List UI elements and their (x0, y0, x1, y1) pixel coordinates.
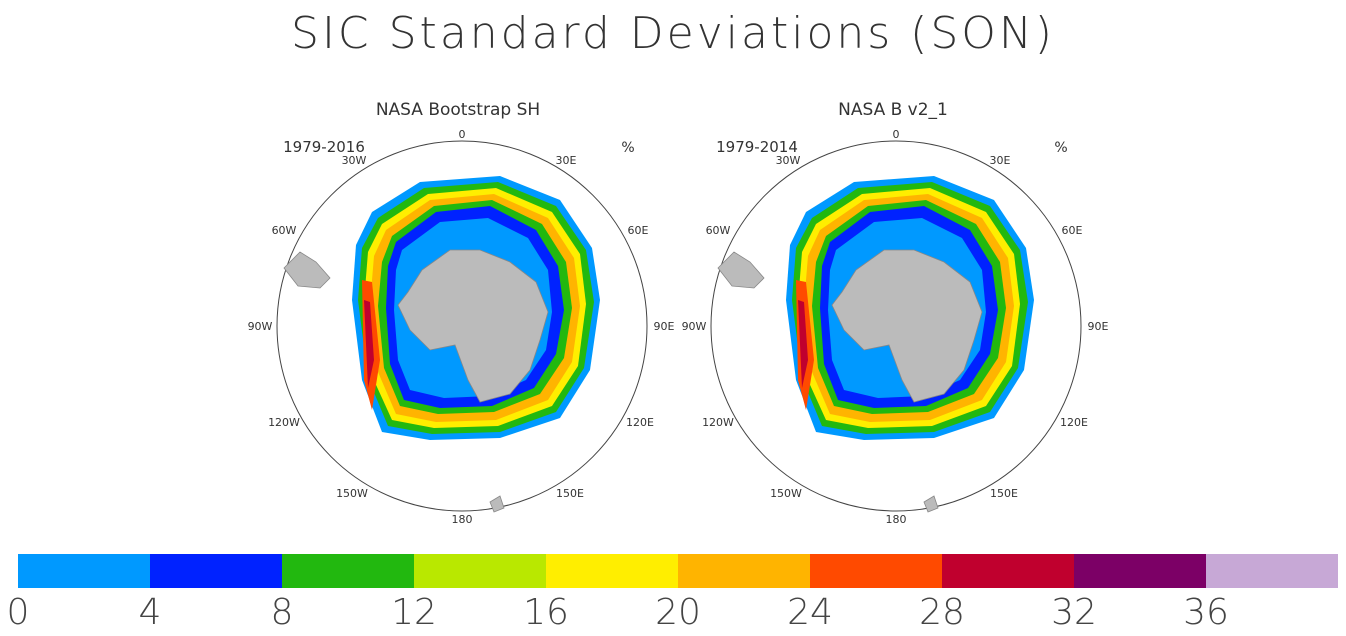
lon-label-90e-r: 90E (1088, 320, 1109, 333)
lon-label-30e-r: 30E (990, 154, 1011, 167)
colorbar-label-28: 28 (919, 592, 965, 633)
figure-title: SIC Standard Deviations (SON) (291, 8, 1055, 59)
lon-label-30w: 30W (342, 154, 367, 167)
lon-label-150e: 150E (556, 487, 584, 500)
map-left-period: 1979-2016 (283, 138, 365, 156)
map-panels: NASA Bootstrap SH 1979-2016 % 0 30E 60E … (248, 100, 1109, 526)
colorbar-segment-0 (18, 554, 150, 588)
colorbar-label-32: 32 (1051, 592, 1097, 633)
lon-label-30w-r: 30W (776, 154, 801, 167)
colorbar-segment-2 (282, 554, 414, 588)
colorbar-label-20: 20 (655, 592, 701, 633)
lon-label-0-r: 0 (893, 128, 900, 141)
map-right-new-zealand (923, 495, 939, 513)
lon-label-60e: 60E (628, 224, 649, 237)
lon-label-150e-r: 150E (990, 487, 1018, 500)
colorbar-segment-8 (1074, 554, 1206, 588)
lon-label-120w-r: 120W (702, 416, 734, 429)
colorbar-label-12: 12 (391, 592, 437, 633)
colorbar-label-24: 24 (787, 592, 833, 633)
colorbar-label-4: 4 (138, 592, 162, 633)
map-right-boundary (710, 140, 1082, 512)
map-left-new-zealand (489, 495, 505, 513)
map-right: NASA B v2_1 1979-2014 % 0 30E 60E 90E 12… (682, 100, 1109, 526)
map-left-south-america (283, 251, 331, 289)
map-left-unit: % (621, 140, 634, 156)
lon-label-120w: 120W (268, 416, 300, 429)
map-right-title: NASA B v2_1 (838, 100, 948, 120)
map-left-boundary (276, 140, 648, 512)
colorbar-segment-4 (546, 554, 678, 588)
lon-label-90e: 90E (654, 320, 675, 333)
lon-label-180-r: 180 (886, 513, 907, 526)
map-left: NASA Bootstrap SH 1979-2016 % 0 30E 60E … (248, 100, 675, 526)
colorbar-segment-1 (150, 554, 282, 588)
map-right-south-america (717, 251, 765, 289)
colorbar-label-36: 36 (1183, 592, 1229, 633)
lon-label-60e-r: 60E (1062, 224, 1083, 237)
colorbar-segment-5 (678, 554, 810, 588)
lon-label-90w: 90W (248, 320, 273, 333)
map-right-period: 1979-2014 (716, 138, 798, 156)
colorbar-label-8: 8 (270, 592, 294, 633)
colorbar (18, 554, 1338, 588)
lon-label-60w-r: 60W (706, 224, 731, 237)
colorbar-segment-7 (942, 554, 1074, 588)
colorbar-segment-6 (810, 554, 942, 588)
lon-label-120e: 120E (626, 416, 654, 429)
colorbar-label-16: 16 (523, 592, 569, 633)
map-right-antarctica (831, 249, 983, 403)
lon-label-120e-r: 120E (1060, 416, 1088, 429)
lon-label-90w-r: 90W (682, 320, 707, 333)
map-left-title: NASA Bootstrap SH (376, 100, 540, 120)
map-right-ice-darkred-patch (798, 300, 808, 388)
colorbar-label-0: 0 (6, 592, 30, 633)
lon-label-180: 180 (452, 513, 473, 526)
colorbar-segment-9 (1206, 554, 1338, 588)
colorbar-segment-3 (414, 554, 546, 588)
lon-label-150w-r: 150W (770, 487, 802, 500)
map-left-ice-darkred-patch (364, 300, 374, 388)
lon-label-30e: 30E (556, 154, 577, 167)
lon-label-150w: 150W (336, 487, 368, 500)
map-right-unit: % (1054, 140, 1067, 156)
lon-label-0: 0 (459, 128, 466, 141)
map-left-antarctica (397, 249, 549, 403)
lon-label-60w: 60W (272, 224, 297, 237)
